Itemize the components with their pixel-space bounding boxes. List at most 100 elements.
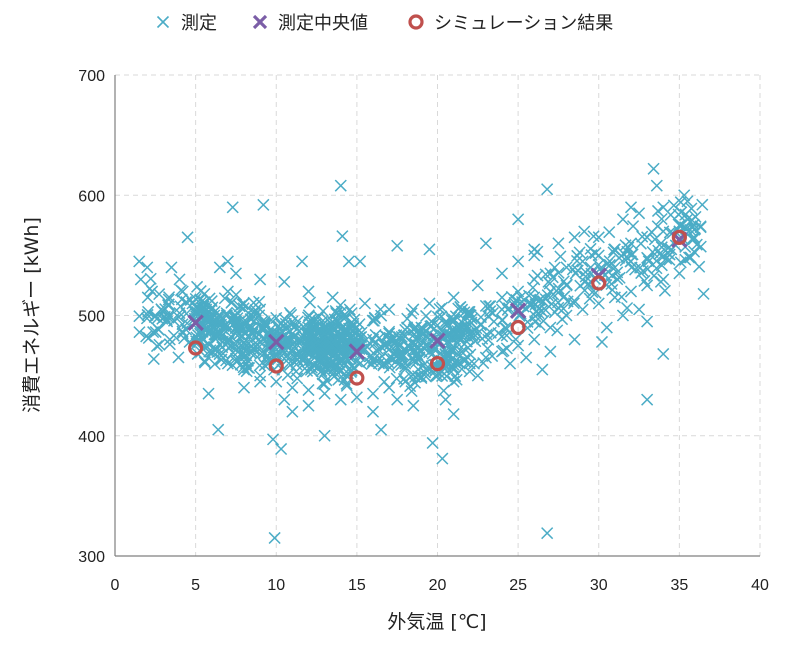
measurement-point	[301, 355, 314, 368]
measurement-point	[674, 256, 687, 269]
simulation-point	[591, 275, 607, 291]
measurement-point	[560, 309, 573, 322]
measurement-point	[162, 293, 175, 306]
median-point	[429, 332, 446, 350]
measurement-point	[370, 344, 383, 357]
measurement-point	[318, 429, 331, 442]
measurement-point	[285, 308, 298, 321]
measurement-point	[474, 311, 487, 324]
measurement-point	[483, 300, 496, 313]
measurement-point	[231, 312, 244, 325]
measurement-point	[500, 342, 513, 355]
measurement-point	[399, 323, 412, 336]
grid	[115, 74, 761, 556]
measurement-point	[509, 333, 522, 346]
measurement-point	[450, 373, 463, 386]
measurement-point	[161, 315, 174, 328]
measurement-point	[463, 365, 476, 378]
measurement-point	[254, 273, 267, 286]
measurement-point	[350, 391, 363, 404]
measurement-point	[520, 351, 533, 364]
measurement-point	[326, 291, 339, 304]
measurement-point	[254, 347, 267, 361]
measurement-point	[165, 261, 178, 274]
measurement-point	[567, 297, 580, 310]
measurement-point	[275, 442, 288, 456]
legend-label: 測定中央値	[278, 13, 368, 34]
measurement-point	[147, 352, 160, 366]
measurement-point	[415, 345, 428, 358]
x-tick-label: 30	[590, 577, 608, 594]
measurement-point	[222, 341, 235, 354]
measurement-point	[512, 285, 525, 298]
measurement-point	[641, 315, 654, 328]
measurement-point	[647, 162, 660, 175]
x-tick-label: 5	[191, 577, 200, 594]
measurement-point	[163, 338, 176, 351]
measurement-point	[657, 273, 670, 286]
measurement-point	[696, 198, 709, 211]
measurement-point	[418, 335, 431, 348]
measurement-point	[423, 297, 436, 310]
measurement-point	[389, 339, 402, 352]
measurement-point	[172, 351, 185, 364]
measurement-point	[391, 239, 404, 252]
measurement-point	[417, 359, 430, 372]
measurement-point	[325, 322, 338, 335]
measurement-point	[237, 297, 251, 310]
measurement-point	[246, 321, 259, 334]
measurement-point	[383, 327, 396, 340]
measurement-point	[302, 321, 315, 334]
measurement-point	[479, 351, 492, 364]
measurement-point	[354, 356, 367, 370]
measurement-point	[440, 316, 453, 330]
x-tick-label: 25	[509, 577, 527, 594]
measurement-point	[650, 262, 663, 275]
measurement-point	[303, 296, 317, 309]
measurement-point	[681, 195, 694, 208]
measurement-point	[366, 405, 380, 418]
measurement-point	[407, 399, 420, 412]
measurement-point	[613, 271, 626, 284]
measurement-point	[282, 352, 295, 366]
measurement-point	[681, 213, 694, 226]
measurement-point	[433, 302, 446, 316]
measurement-point	[641, 393, 654, 406]
measurement-point	[334, 179, 347, 192]
measurement-point	[212, 313, 225, 326]
measurement-point	[479, 237, 492, 250]
measurement-point	[633, 207, 646, 220]
measurement-point	[238, 341, 251, 355]
y-axis-label: 消費エネルギー [kWh]	[21, 217, 43, 413]
x-axis-label: 外気温 [℃]	[387, 611, 486, 633]
measurement-point	[608, 261, 621, 274]
measurement-point	[237, 363, 251, 376]
measurement-point	[477, 356, 490, 370]
measurement-point	[354, 255, 367, 268]
measurement-point	[339, 331, 352, 344]
measurement-point	[334, 393, 347, 406]
measurement-point	[383, 351, 396, 364]
measurement-point	[213, 261, 226, 274]
measurement-point	[419, 309, 433, 323]
measurement-point	[176, 285, 189, 298]
measurement-point	[386, 333, 399, 347]
simulation-point	[429, 356, 446, 372]
measurement-point	[374, 303, 387, 316]
measurement-point	[528, 333, 541, 346]
legend-item: 測定中央値	[252, 13, 368, 34]
measurement-point	[592, 297, 605, 310]
measurement-point	[697, 287, 710, 300]
measurement-point	[146, 285, 159, 298]
measurement-point	[237, 381, 251, 394]
measurement-point	[467, 357, 481, 370]
measurement-point	[290, 365, 303, 378]
measurement-point	[552, 266, 565, 279]
measurement-point	[208, 357, 221, 371]
measurement-point	[447, 363, 460, 376]
measurement-point	[294, 333, 307, 346]
simulation-point	[671, 229, 687, 245]
simulation-point	[188, 340, 204, 356]
measurement-point	[260, 350, 274, 363]
measurement-point	[221, 285, 234, 298]
